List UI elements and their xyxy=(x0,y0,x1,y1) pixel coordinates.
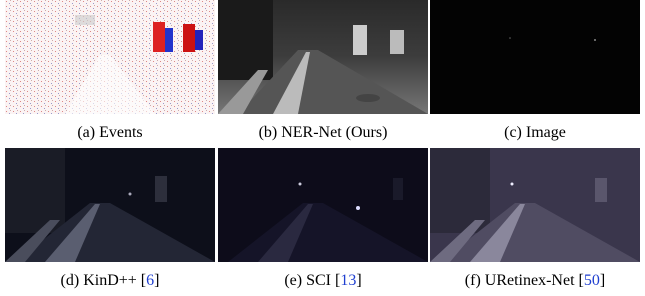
caption-text: (e) SCI [ xyxy=(284,272,340,289)
caption-text: ] xyxy=(154,272,159,289)
figure: (a) Events (b) NER-Net (Ours) (c xyxy=(0,0,645,296)
ner-net-image xyxy=(218,0,428,114)
sci-image xyxy=(218,148,428,262)
kindpp-image xyxy=(5,148,215,262)
panel: (d) KinD++ [6] xyxy=(5,148,215,290)
panel: (e) SCI [13] xyxy=(218,148,428,290)
caption: (f) URetinex-Net [50] xyxy=(430,272,640,290)
citation: 6 xyxy=(146,272,154,289)
events-image xyxy=(5,0,215,114)
panel: (b) NER-Net (Ours) xyxy=(218,0,428,142)
caption-text: (a) Events xyxy=(77,124,142,141)
caption-text: (d) KinD++ [ xyxy=(61,272,147,289)
caption: (e) SCI [13] xyxy=(218,272,428,290)
panel: (f) URetinex-Net [50] xyxy=(430,148,640,290)
caption: (b) NER-Net (Ours) xyxy=(218,124,428,142)
panel: (a) Events xyxy=(5,0,215,142)
caption: (d) KinD++ [6] xyxy=(5,272,215,290)
uretinex-image xyxy=(430,148,640,262)
caption-text: (f) URetinex-Net [ xyxy=(465,272,584,289)
caption-text: (c) Image xyxy=(504,124,566,141)
caption: (a) Events xyxy=(5,124,215,142)
citation: 50 xyxy=(584,272,600,289)
caption-text: (b) NER-Net (Ours) xyxy=(259,124,388,141)
caption-text: ] xyxy=(356,272,361,289)
panel: (c) Image xyxy=(430,0,640,142)
citation: 13 xyxy=(340,272,356,289)
caption: (c) Image xyxy=(430,124,640,142)
low-light-image xyxy=(430,0,640,114)
caption-text: ] xyxy=(600,272,605,289)
